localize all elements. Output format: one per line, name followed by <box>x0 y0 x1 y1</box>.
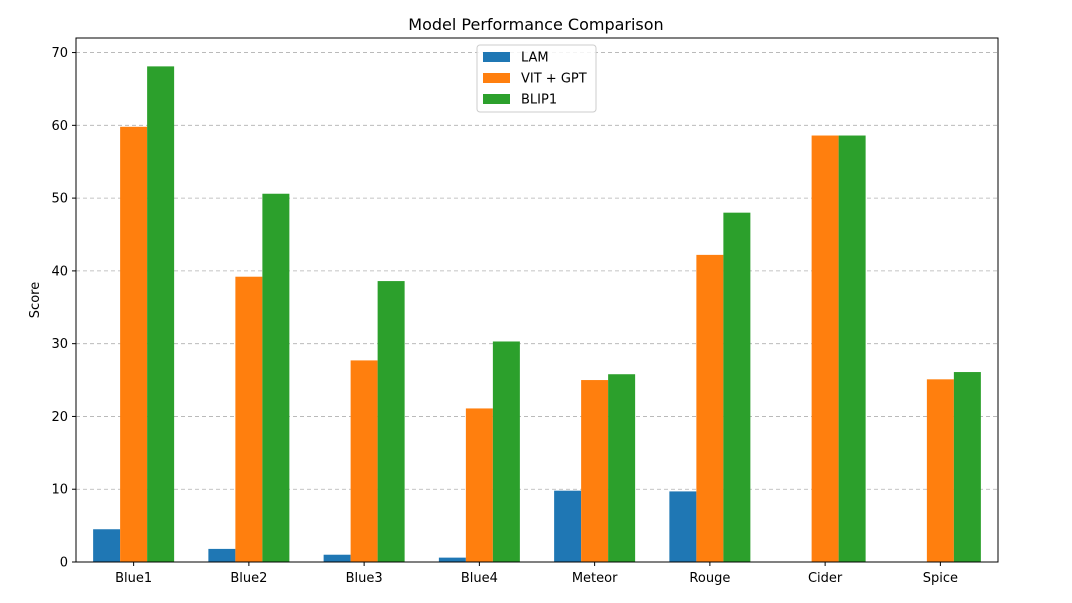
bar-blip1-blue2 <box>262 193 290 562</box>
x-tick-label: Meteor <box>572 571 618 586</box>
bar-lam-blue1 <box>93 529 121 562</box>
bar-lam-blue2 <box>208 548 236 562</box>
x-tick-label: Blue2 <box>230 571 267 586</box>
bar-blip1-cider <box>838 135 866 562</box>
bar-lam-rouge <box>669 491 697 562</box>
x-tick-label: Blue1 <box>115 571 152 586</box>
x-axis-ticks: Blue1 Blue2 Blue3 Blue4 Meteor Rouge Cider Spic… <box>115 562 958 586</box>
x-tick-label: Spice <box>923 571 958 586</box>
bar-blip1-blue4 <box>492 341 520 562</box>
bar-blip1-spice <box>953 372 981 562</box>
legend-swatch <box>483 94 510 104</box>
legend: LAM VIT + GPT BLIP1 <box>476 44 597 113</box>
y-tick-label: 20 <box>51 410 68 425</box>
bar-vit-gpt-spice <box>926 379 954 562</box>
bar-vit-gpt-rouge <box>696 254 724 562</box>
y-axis-label: Score <box>28 282 43 318</box>
bar-lam-blue3 <box>323 554 351 562</box>
bar-vit-gpt-blue2 <box>235 276 263 562</box>
legend-swatch <box>483 73 510 83</box>
bar-blip1-blue1 <box>147 66 175 562</box>
bar-lam-blue4 <box>438 557 466 562</box>
bar-lam-meteor <box>554 490 582 562</box>
bar-vit-gpt-blue3 <box>350 360 378 562</box>
bar-vit-gpt-blue4 <box>465 408 493 562</box>
y-tick-label: 30 <box>51 337 68 352</box>
y-tick-label: 70 <box>51 46 68 61</box>
x-tick-label: Rouge <box>689 571 730 586</box>
chart-title: Model Performance Comparison <box>408 15 663 34</box>
plot-frame <box>75 37 999 563</box>
bar-vit-gpt-blue1 <box>120 126 148 563</box>
bar-blip1-rouge <box>723 212 751 562</box>
y-tick-label: 40 <box>51 264 68 279</box>
y-axis-ticks: 0 10 20 30 40 50 60 70 <box>51 46 76 571</box>
x-tick-label: Cider <box>808 571 843 586</box>
legend-label: VIT + GPT <box>521 72 587 87</box>
bars <box>93 66 981 563</box>
bar-vit-gpt-meteor <box>581 380 609 562</box>
bar-blip1-blue3 <box>377 281 405 562</box>
x-tick-label: Blue3 <box>346 571 383 586</box>
legend-label: LAM <box>521 51 549 66</box>
y-tick-label: 0 <box>60 556 68 571</box>
x-tick-label: Blue4 <box>461 571 498 586</box>
legend-swatch <box>483 52 510 62</box>
bar-vit-gpt-cider <box>811 135 839 562</box>
legend-label: BLIP1 <box>521 93 557 108</box>
y-tick-label: 50 <box>51 192 68 207</box>
y-tick-label: 60 <box>51 119 68 134</box>
y-tick-label: 10 <box>51 483 68 498</box>
bar-blip1-meteor <box>608 374 636 562</box>
